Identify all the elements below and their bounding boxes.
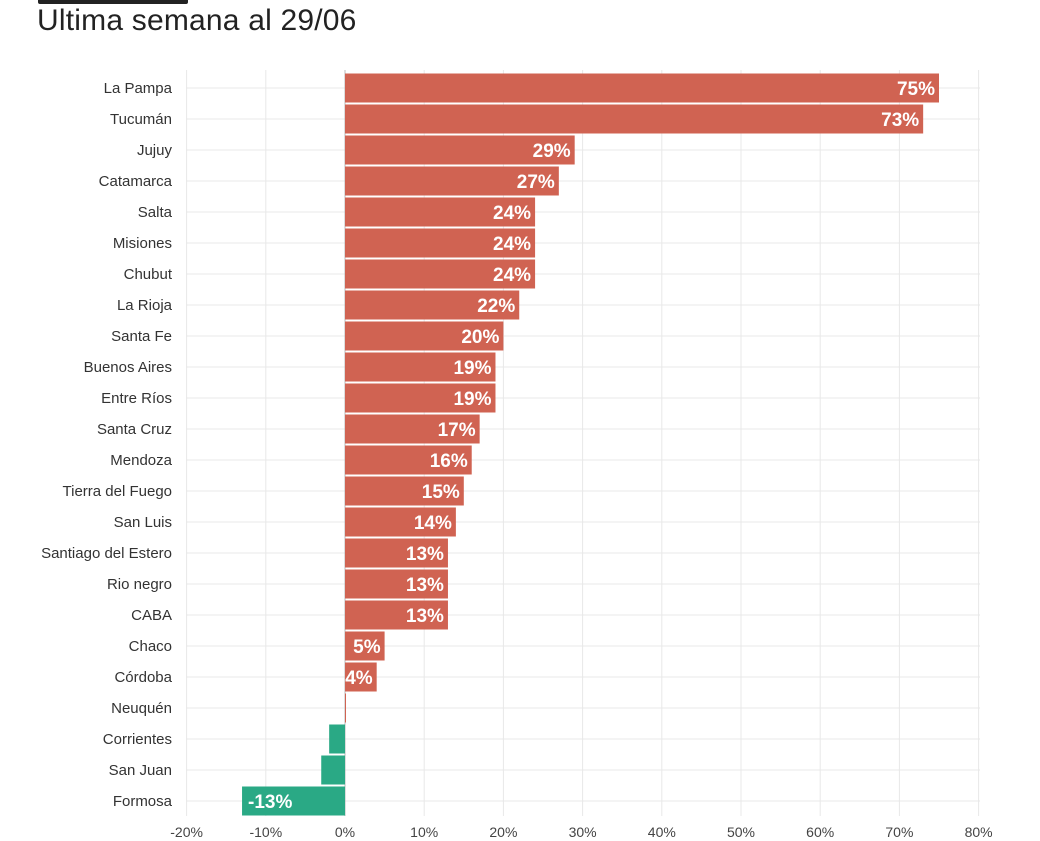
- category-label: Neuquén: [111, 700, 172, 717]
- bar-layer: [242, 73, 939, 816]
- bar: [345, 693, 346, 723]
- bar: [345, 538, 448, 568]
- bar: [345, 259, 536, 289]
- category-label: CABA: [131, 607, 172, 624]
- data-label: 16%: [430, 451, 468, 472]
- bar: [345, 383, 496, 413]
- x-tick-label: 20%: [489, 824, 517, 840]
- bar: [345, 73, 939, 103]
- x-tick-label: 80%: [965, 824, 993, 840]
- bar: [345, 135, 575, 165]
- x-axis: -20% -10% 0% 10% 20% 30% 40% 50% 60% 70% 80%: [170, 824, 992, 840]
- category-label: Catamarca: [99, 173, 173, 190]
- category-label: Córdoba: [114, 669, 172, 686]
- bar: [345, 290, 520, 320]
- data-label: 75%: [897, 79, 935, 100]
- bar: [345, 569, 448, 599]
- category-label: San Juan: [109, 762, 172, 779]
- data-label: 20%: [461, 327, 499, 348]
- bar: [345, 662, 377, 692]
- category-label: Buenos Aires: [84, 359, 172, 376]
- bar: [345, 445, 472, 475]
- category-label: Tucumán: [110, 111, 172, 128]
- bar: [345, 197, 536, 227]
- category-label: Santiago del Estero: [41, 545, 172, 562]
- bar: [345, 321, 504, 351]
- category-label: La Pampa: [104, 80, 173, 97]
- data-label: 27%: [517, 172, 555, 193]
- category-label: San Luis: [114, 514, 172, 531]
- category-label: Rio negro: [107, 576, 172, 593]
- category-label: La Rioja: [117, 297, 173, 314]
- data-label: 13%: [406, 575, 444, 596]
- label-layer: La Pampa 75% Tucumán 73% Jujuy 29% Catamarca 27…: [41, 79, 935, 813]
- data-label: 17%: [438, 420, 476, 441]
- bar: [321, 755, 345, 785]
- bar: [345, 352, 496, 382]
- category-label: Santa Fe: [111, 328, 172, 345]
- data-label: 13%: [406, 544, 444, 565]
- data-label: 4%: [345, 668, 373, 689]
- bar: [345, 600, 448, 630]
- data-label: 14%: [414, 513, 452, 534]
- chart-subtitle: Ultima semana al 29/06: [37, 4, 357, 37]
- bar: [242, 786, 345, 816]
- data-label: 13%: [406, 606, 444, 627]
- category-label: Santa Cruz: [97, 421, 172, 438]
- data-label: 24%: [493, 203, 531, 224]
- x-tick-label: -10%: [249, 824, 282, 840]
- data-label: 15%: [422, 482, 460, 503]
- category-label: Formosa: [113, 793, 173, 810]
- x-tick-label: 50%: [727, 824, 755, 840]
- category-label: Chaco: [129, 638, 172, 655]
- data-label: 19%: [453, 358, 491, 379]
- data-label: 24%: [493, 234, 531, 255]
- bar: [345, 507, 456, 537]
- x-tick-label: 10%: [410, 824, 438, 840]
- category-label: Mendoza: [110, 452, 172, 469]
- x-tick-label: 60%: [806, 824, 834, 840]
- data-label: 24%: [493, 265, 531, 286]
- bar: [329, 724, 345, 754]
- data-label: 29%: [533, 141, 571, 162]
- data-label: 19%: [453, 389, 491, 410]
- bar: [345, 104, 924, 134]
- bar: [345, 476, 464, 506]
- x-tick-label: 30%: [569, 824, 597, 840]
- bar: [345, 166, 559, 196]
- bar: [345, 414, 480, 444]
- category-label: Jujuy: [137, 142, 173, 159]
- category-label: Misiones: [113, 235, 172, 252]
- category-label: Chubut: [124, 266, 173, 283]
- x-tick-label: -20%: [170, 824, 203, 840]
- x-tick-label: 0%: [335, 824, 355, 840]
- category-label: Corrientes: [103, 731, 172, 748]
- category-label: Entre Ríos: [101, 390, 172, 407]
- grid-layer: [186, 70, 980, 816]
- chart-title-cropped: [0, 0, 1040, 6]
- category-label: Salta: [138, 204, 173, 221]
- x-tick-label: 40%: [648, 824, 676, 840]
- bar: [345, 631, 385, 661]
- data-label: 5%: [353, 637, 381, 658]
- bar: [345, 228, 536, 258]
- data-label: 22%: [477, 296, 515, 317]
- x-tick-label: 70%: [885, 824, 913, 840]
- data-label: 73%: [881, 110, 919, 131]
- category-label: Tierra del Fuego: [63, 483, 173, 500]
- data-label: -13%: [248, 792, 292, 813]
